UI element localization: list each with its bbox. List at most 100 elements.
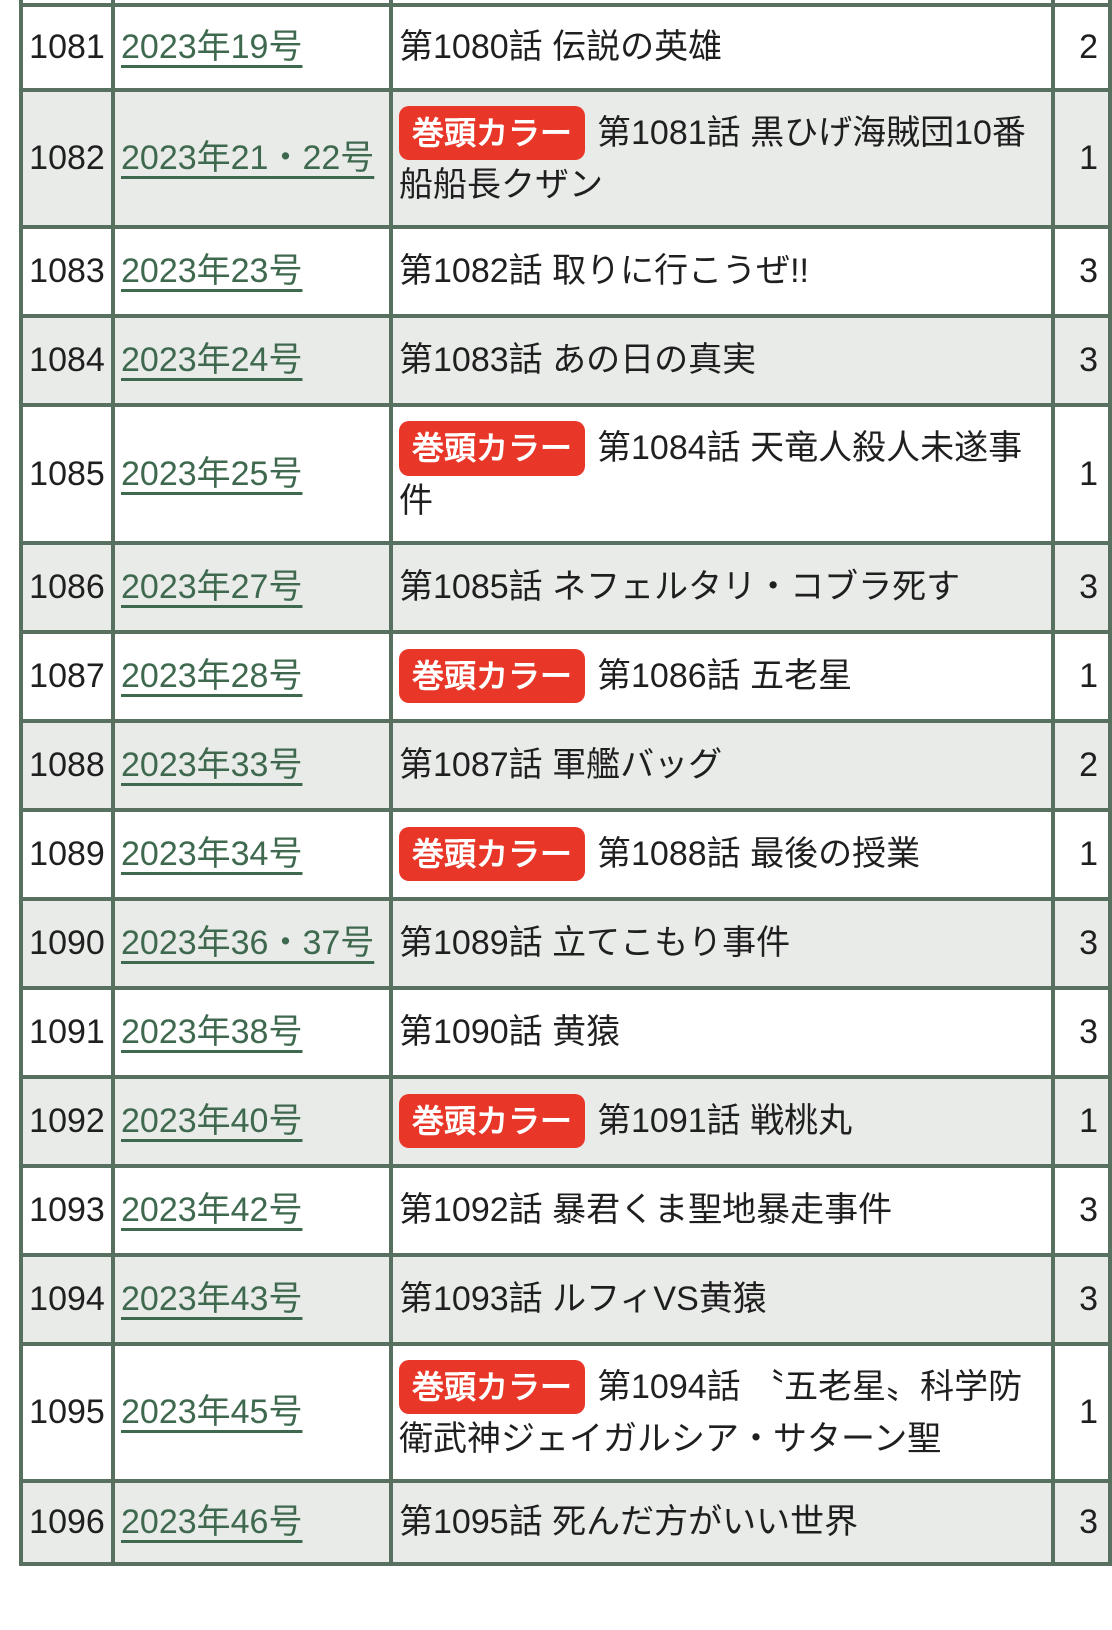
volume-cell <box>19 0 115 7</box>
issue-cell: 2023年36・37号 <box>111 896 393 990</box>
volume-cell: 1090 <box>19 896 115 990</box>
chapter-title: 第1089話 立てこもり事件 <box>399 923 791 962</box>
lead-color-badge: 巻頭カラー <box>399 1359 586 1415</box>
chapter-title: 第1091話 戦桃丸 <box>597 1102 853 1141</box>
volume-cell: 1085 <box>19 403 115 545</box>
chapter-title: 第1081話 黒ひげ海賊団10番船船長クザン <box>399 114 1026 205</box>
issue-cell: 2023年46号 <box>111 1479 393 1567</box>
volume-cell: 1083 <box>19 225 115 319</box>
chapter-title: 第1082話 取りに行こうぜ!! <box>399 252 809 291</box>
lead-color-badge: 巻頭カラー <box>399 827 586 882</box>
table-row: 1088 2023年33号 第1087話 軍艦バッグ 2 <box>19 718 1112 812</box>
issue-cell: 2023年42号 <box>111 1163 393 1257</box>
volume-cell: 1082 <box>19 87 115 230</box>
table-row: 1082 2023年21・22号 巻頭カラー 第1081話 黒ひげ海賊団10番船船… <box>19 87 1112 230</box>
volume-cell: 1081 <box>19 3 115 92</box>
count-cell: 3 <box>1051 896 1112 990</box>
issue-cell: 2023年21・22号 <box>111 87 393 230</box>
chapter-title: 第1095話 死んだ方がいい世界 <box>399 1503 859 1542</box>
lead-color-badge: 巻頭カラー <box>399 649 586 704</box>
issue-link[interactable]: 2023年33号 <box>121 745 303 784</box>
count-cell: 3 <box>1051 1163 1112 1257</box>
title-cell: 第1083話 あの日の真実 <box>389 314 1055 408</box>
table-row: 1092 2023年40号 巻頭カラー 第1091話 戦桃丸 1 <box>19 1074 1112 1168</box>
chapter-table-body: 1081 2023年19号 第1080話 伝説の英雄 2 1082 2023年2… <box>19 0 1112 1567</box>
table-row: 1081 2023年19号 第1080話 伝説の英雄 2 <box>19 3 1112 92</box>
lead-color-badge: 巻頭カラー <box>399 1094 586 1149</box>
chapter-title: 第1093話 ルフィVS黄猿 <box>399 1279 767 1318</box>
table-row: 1086 2023年27号 第1085話 ネフェルタリ・コブラ死す 3 <box>19 540 1112 634</box>
issue-link[interactable]: 2023年34号 <box>121 834 303 873</box>
volume-cell: 1096 <box>19 1479 115 1567</box>
chapter-list-table: 1081 2023年19号 第1080話 伝説の英雄 2 1082 2023年2… <box>19 0 1112 1567</box>
issue-cell: 2023年43号 <box>111 1252 393 1346</box>
chapter-title: 第1080話 伝説の英雄 <box>399 28 723 66</box>
count-cell: 1 <box>1051 629 1112 723</box>
volume-cell: 1092 <box>19 1074 115 1168</box>
count-cell: 2 <box>1051 718 1112 812</box>
volume-cell: 1086 <box>19 540 115 634</box>
count-cell: 3 <box>1051 1252 1112 1346</box>
issue-link[interactable]: 2023年24号 <box>121 341 303 380</box>
issue-cell: 2023年25号 <box>111 403 393 545</box>
count-cell: 3 <box>1051 1479 1112 1567</box>
title-cell: 第1095話 死んだ方がいい世界 <box>389 1479 1055 1567</box>
issue-link[interactable]: 2023年28号 <box>121 656 303 695</box>
table-row: 1085 2023年25号 巻頭カラー 第1084話 天竜人殺人未遂事件 1 <box>19 403 1112 545</box>
issue-link[interactable]: 2023年42号 <box>121 1190 303 1229</box>
count-cell: 1 <box>1051 1341 1112 1484</box>
title-cell: 第1082話 取りに行こうぜ!! <box>389 225 1055 319</box>
count-cell: 3 <box>1051 225 1112 319</box>
issue-cell: 2023年27号 <box>111 540 393 634</box>
title-cell: 第1093話 ルフィVS黄猿 <box>389 1252 1055 1346</box>
table-row: 1087 2023年28号 巻頭カラー 第1086話 五老星 1 <box>19 629 1112 723</box>
chapter-title: 第1090話 黄猿 <box>399 1012 621 1051</box>
title-cell: 第1092話 暴君くま聖地暴走事件 <box>389 1163 1055 1257</box>
count-cell: 3 <box>1051 540 1112 634</box>
title-cell: 巻頭カラー 第1094話 〝五老星〟科学防衛武神ジェイガルシア・サターン聖 <box>389 1341 1055 1484</box>
issue-cell: 2023年38号 <box>111 985 393 1079</box>
issue-link[interactable]: 2023年21・22号 <box>121 139 375 178</box>
count-cell: 1 <box>1051 87 1112 230</box>
volume-cell: 1089 <box>19 807 115 901</box>
volume-cell: 1095 <box>19 1341 115 1484</box>
volume-cell: 1093 <box>19 1163 115 1257</box>
issue-link[interactable]: 2023年38号 <box>121 1012 303 1051</box>
table-row: 1091 2023年38号 第1090話 黄猿 3 <box>19 985 1112 1079</box>
table-row: 1090 2023年36・37号 第1089話 立てこもり事件 3 <box>19 896 1112 990</box>
volume-cell: 1088 <box>19 718 115 812</box>
issue-cell: 2023年23号 <box>111 225 393 319</box>
volume-cell: 1084 <box>19 314 115 408</box>
table-row: 1084 2023年24号 第1083話 あの日の真実 3 <box>19 314 1112 408</box>
count-cell: 3 <box>1051 314 1112 408</box>
chapter-title: 第1084話 天竜人殺人未遂事件 <box>399 429 1023 520</box>
issue-link[interactable]: 2023年19号 <box>121 28 303 66</box>
title-cell: 第1080話 伝説の英雄 <box>389 3 1055 92</box>
issue-cell: 2023年24号 <box>111 314 393 408</box>
volume-cell: 1094 <box>19 1252 115 1346</box>
count-cell: 1 <box>1051 1074 1112 1168</box>
chapter-title: 第1085話 ネフェルタリ・コブラ死す <box>399 567 961 606</box>
issue-link[interactable]: 2023年25号 <box>121 454 303 493</box>
table-row: 1094 2023年43号 第1093話 ルフィVS黄猿 3 <box>19 1252 1112 1346</box>
issue-link[interactable]: 2023年45号 <box>121 1392 303 1431</box>
issue-link[interactable]: 2023年27号 <box>121 567 303 606</box>
issue-cell: 2023年19号 <box>111 3 393 92</box>
issue-link[interactable]: 2023年36・37号 <box>121 923 375 962</box>
table-row: 1095 2023年45号 巻頭カラー 第1094話 〝五老星〟科学防衛武神ジェイ… <box>19 1341 1112 1484</box>
issue-cell: 2023年34号 <box>111 807 393 901</box>
issue-link[interactable]: 2023年40号 <box>121 1101 303 1140</box>
title-cell: 第1090話 黄猿 <box>389 985 1055 1079</box>
issue-link[interactable]: 2023年43号 <box>121 1279 303 1318</box>
issue-cell: 2023年28号 <box>111 629 393 723</box>
issue-link[interactable]: 2023年46号 <box>121 1503 303 1542</box>
title-cell: 第1087話 軍艦バッグ <box>389 718 1055 812</box>
count-cell: 1 <box>1051 403 1112 545</box>
table-row: 1083 2023年23号 第1082話 取りに行こうぜ!! 3 <box>19 225 1112 319</box>
title-cell: 第1085話 ネフェルタリ・コブラ死す <box>389 540 1055 634</box>
lead-color-badge: 巻頭カラー <box>399 421 586 476</box>
volume-cell: 1087 <box>19 629 115 723</box>
chapter-title: 第1083話 あの日の真実 <box>399 341 757 380</box>
issue-link[interactable]: 2023年23号 <box>121 252 303 291</box>
